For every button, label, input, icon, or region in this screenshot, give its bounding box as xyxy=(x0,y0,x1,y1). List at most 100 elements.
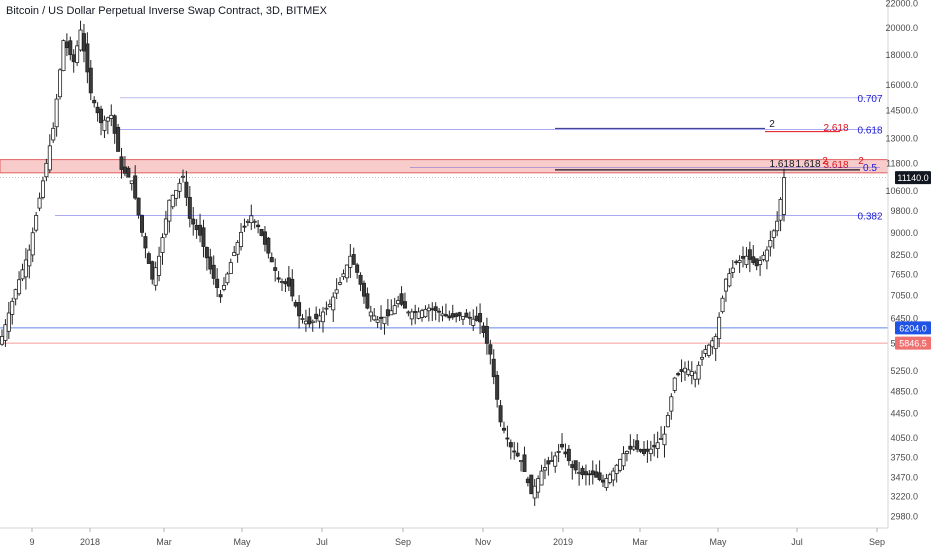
candle xyxy=(228,258,233,274)
extension-label-1: 2.618 xyxy=(823,123,848,134)
candle-body xyxy=(399,293,404,305)
candle-body xyxy=(611,470,616,481)
price-axis[interactable]: 22000.0 20000.0 18000.0 16000.0 14500.0 13000… xyxy=(885,0,918,522)
candle-body xyxy=(583,471,588,476)
candle-body xyxy=(648,448,653,455)
candle-body xyxy=(27,249,32,267)
candle-body xyxy=(553,455,558,467)
x-tick-label: May xyxy=(709,537,727,547)
candle-body xyxy=(768,240,773,248)
candle-body xyxy=(40,180,45,198)
candle-body xyxy=(590,470,595,476)
candle-body xyxy=(778,199,783,221)
candle-body xyxy=(467,316,472,319)
candle xyxy=(560,433,565,450)
candle xyxy=(351,247,356,266)
candle-body xyxy=(88,67,93,94)
candle xyxy=(379,305,384,330)
candle xyxy=(51,122,56,144)
candle xyxy=(385,299,390,326)
y-tick-label: 4450.0 xyxy=(890,409,918,419)
candle xyxy=(10,297,15,325)
candle-body xyxy=(723,278,728,292)
candle-body xyxy=(389,310,394,316)
candle xyxy=(150,260,155,285)
candle-body xyxy=(187,196,192,219)
candle-body xyxy=(618,459,623,471)
candle-body xyxy=(10,300,15,315)
candle-body xyxy=(672,377,677,391)
candle xyxy=(167,199,172,233)
candle xyxy=(303,309,308,332)
candle xyxy=(310,319,315,332)
candle xyxy=(662,426,667,458)
candle xyxy=(508,439,513,460)
price-badge-label: 11140.0 xyxy=(897,173,928,183)
candle-body xyxy=(256,224,261,228)
candle-body xyxy=(157,255,162,276)
candle xyxy=(85,32,90,84)
candle-body xyxy=(105,117,110,122)
candle-body xyxy=(341,273,346,278)
candle-body xyxy=(239,231,244,247)
time-axis[interactable]: 9 2018 Mar May Jul Sep Nov 2019 Mar May Jul Sep xyxy=(29,528,885,547)
candle-body xyxy=(727,273,732,287)
candle-body xyxy=(556,451,561,453)
candle xyxy=(99,105,104,136)
candle-body xyxy=(635,440,640,450)
candle-body xyxy=(365,293,370,309)
candle-body xyxy=(710,340,715,348)
candle-body xyxy=(252,220,257,223)
candle-body xyxy=(604,478,609,489)
candle-body xyxy=(344,264,349,279)
candle-body xyxy=(505,437,510,440)
candle xyxy=(730,260,735,278)
candle xyxy=(344,264,349,283)
candle-body xyxy=(30,232,35,256)
candle xyxy=(201,219,206,258)
candle-body xyxy=(775,220,780,232)
candle xyxy=(34,211,39,233)
candle xyxy=(505,425,510,447)
candle-body xyxy=(464,312,469,318)
candle-body xyxy=(95,106,100,114)
candle xyxy=(529,474,534,495)
candle-body xyxy=(522,454,527,472)
candle xyxy=(706,343,711,358)
candle xyxy=(163,210,168,238)
candle-body xyxy=(392,305,397,315)
candle-body xyxy=(293,302,298,307)
y-tick-label: 2980.0 xyxy=(890,512,918,522)
candle-body xyxy=(198,224,203,236)
candle-body xyxy=(454,313,459,317)
candle xyxy=(611,467,616,487)
y-tick-label: 4050.0 xyxy=(890,433,918,443)
y-tick-label: 5250.0 xyxy=(890,366,918,376)
candle xyxy=(348,244,353,279)
candle xyxy=(338,276,343,286)
y-tick-label: 3750.0 xyxy=(890,453,918,463)
candle xyxy=(402,292,407,309)
candle-body xyxy=(204,247,209,259)
candle xyxy=(256,220,261,234)
x-tick-label: Mar xyxy=(156,537,172,547)
candle-body xyxy=(136,197,141,216)
candle-body xyxy=(191,218,196,225)
candle-body xyxy=(443,314,448,317)
candle-body xyxy=(560,443,565,448)
candle xyxy=(23,248,28,290)
extension-label-6: 2 xyxy=(858,156,864,167)
candle-body xyxy=(495,374,500,400)
candle-body xyxy=(269,257,274,263)
candle xyxy=(491,349,496,385)
candle-body xyxy=(262,231,267,245)
candle-body xyxy=(720,297,725,313)
candle-body xyxy=(754,258,759,267)
candle xyxy=(276,271,281,283)
candle-body xyxy=(150,261,155,280)
candle-body xyxy=(631,446,636,450)
extension-label-0: 2 xyxy=(769,119,775,130)
candle xyxy=(95,102,100,122)
